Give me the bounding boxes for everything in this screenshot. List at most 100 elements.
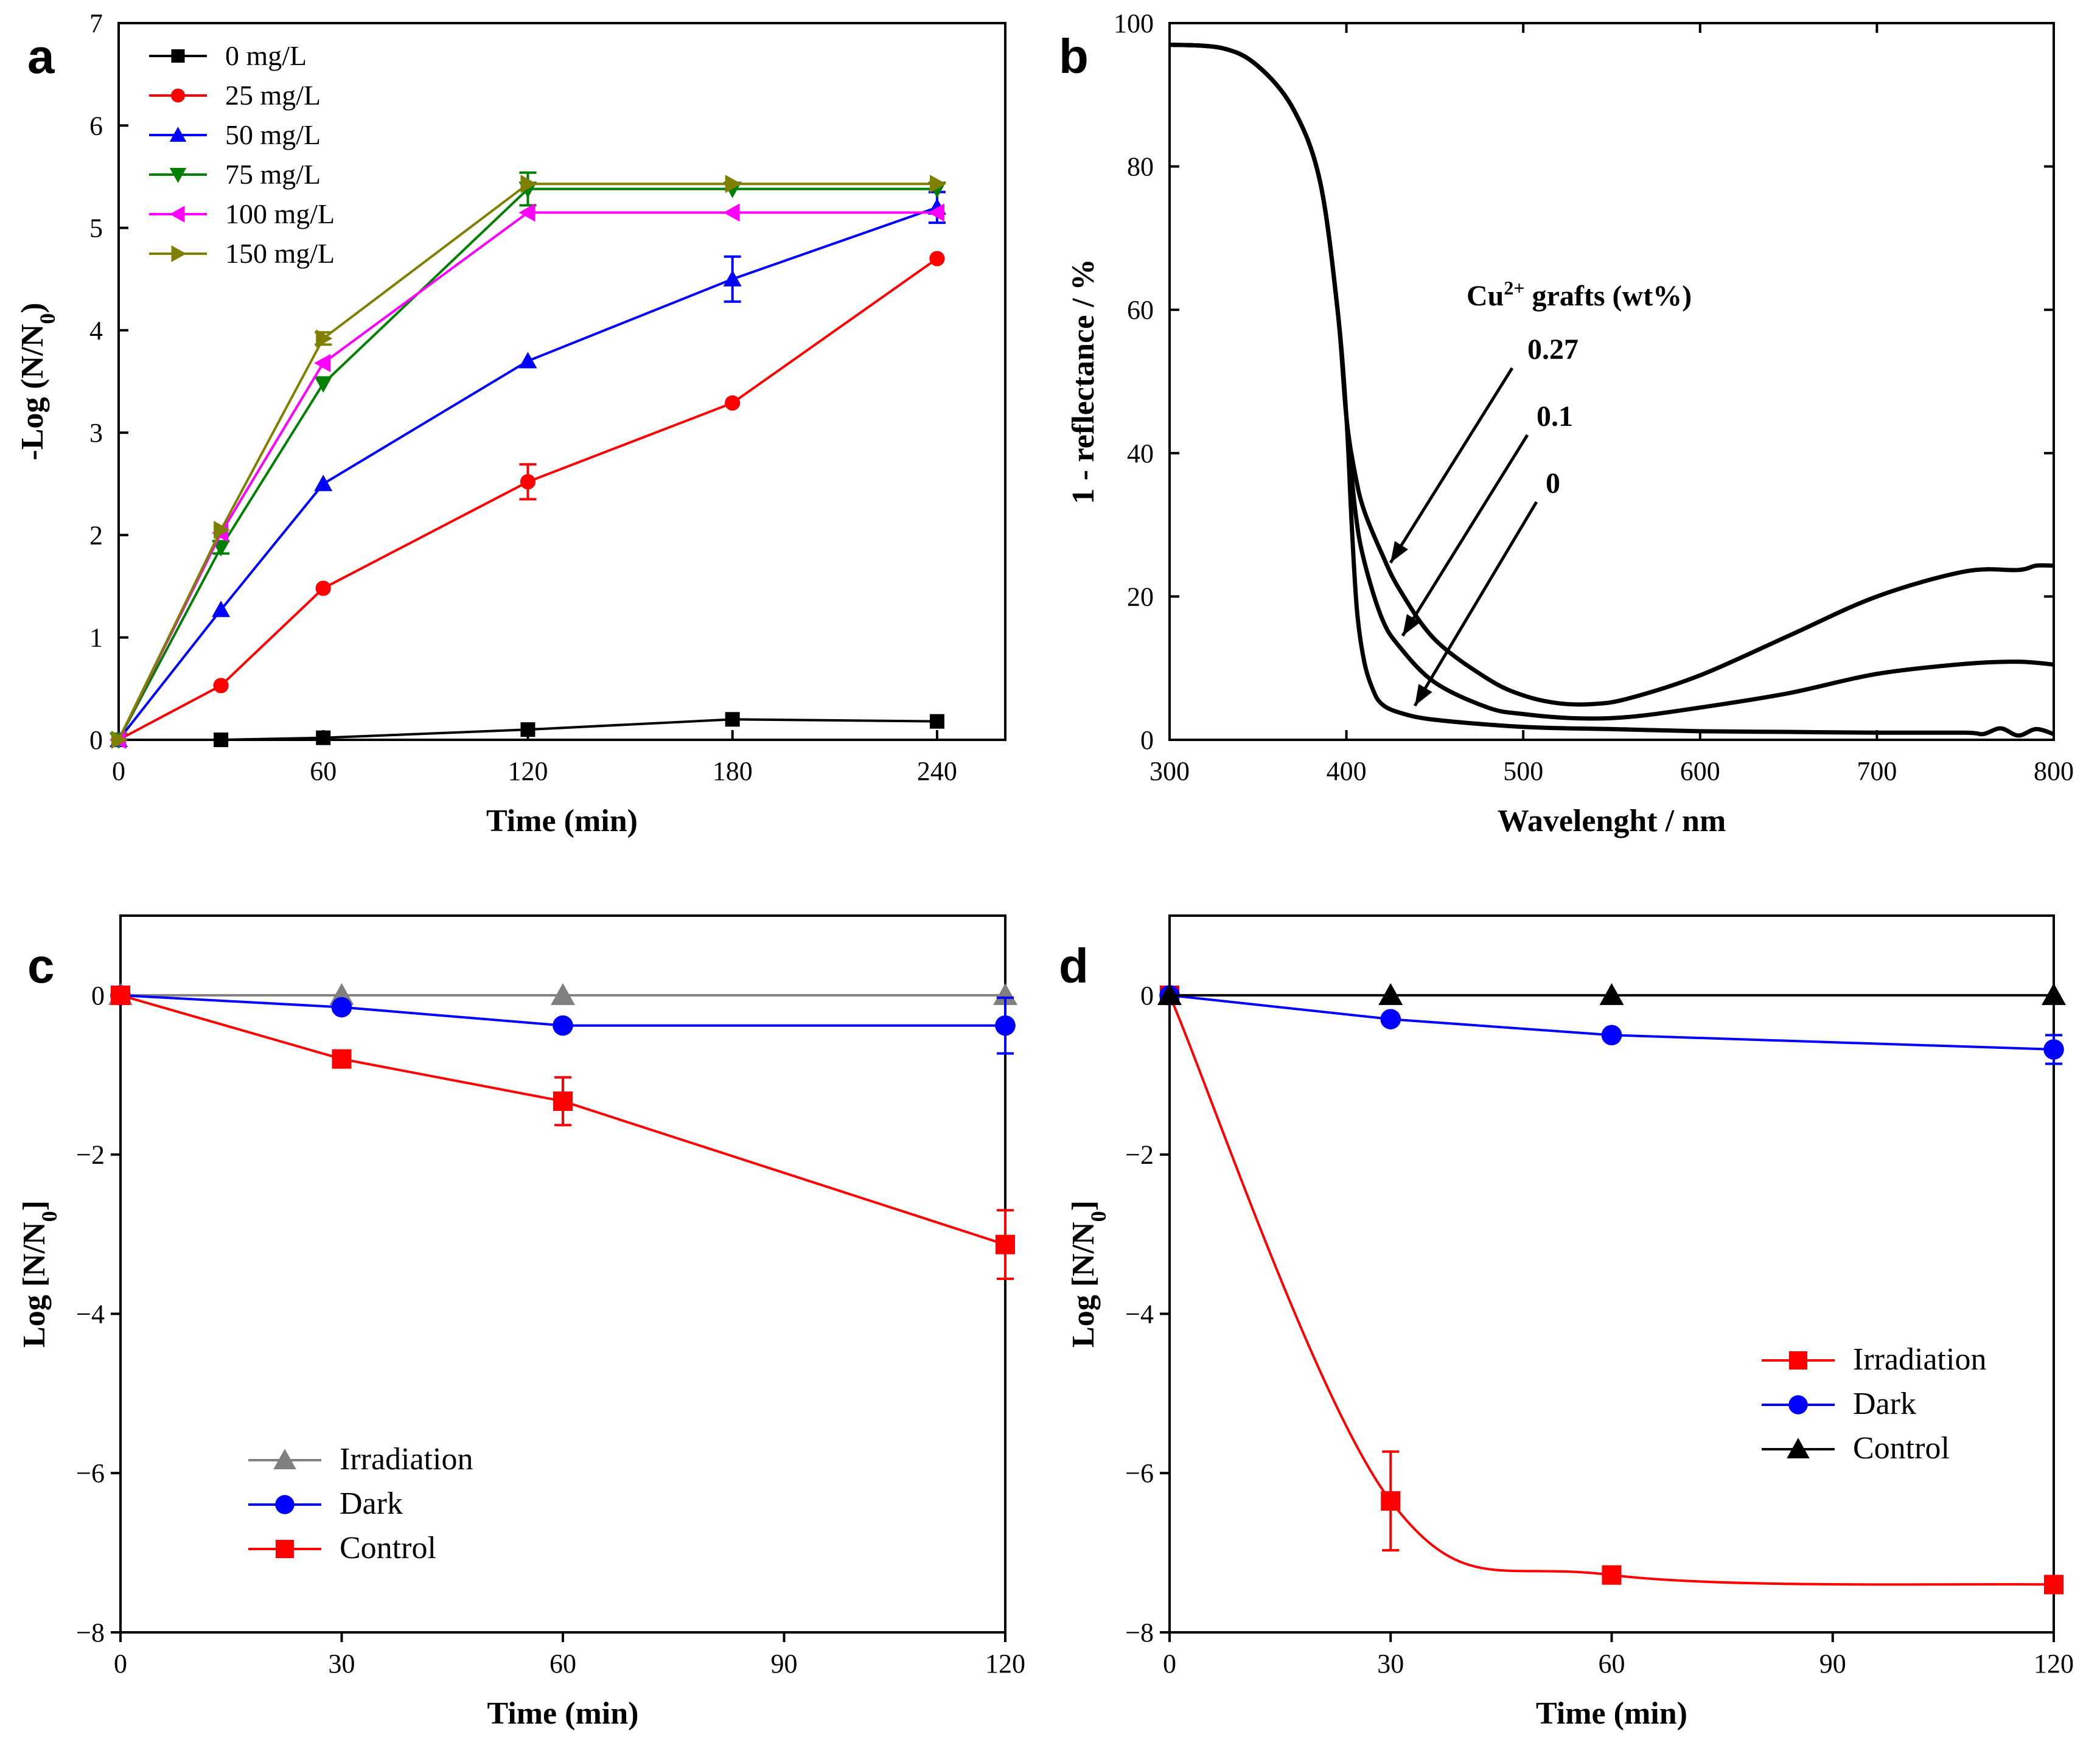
legend-marker [169, 127, 187, 142]
y-tick-label: 7 [89, 9, 103, 38]
legend-label: 75 mg/L [225, 159, 321, 190]
y-axis-title-sub: 0 [35, 313, 60, 324]
data-point [725, 395, 741, 411]
curve-label: 0.1 [1537, 400, 1573, 433]
panel-b: 300 400 500 600 700 800 0 20 40 60 80 100 Wavelenght… [1059, 9, 2074, 838]
data-point [927, 203, 944, 222]
y-tick-label: −2 [76, 1140, 105, 1170]
legend-title: Cu2+ grafts (wt%) [1467, 277, 1692, 312]
y-axis-title: -Log (N/N0) [15, 302, 60, 460]
data-point [723, 203, 740, 222]
data-point [993, 983, 1017, 1005]
series-line-0-mg-L [119, 718, 937, 741]
legend-marker [1789, 1351, 1807, 1370]
x-axis-title: Time (min) [1536, 1696, 1687, 1731]
data-point [111, 985, 130, 1005]
panel-label: a [27, 29, 55, 83]
x-tick-label: 0 [112, 756, 125, 786]
x-tick-label: 60 [1599, 1649, 1625, 1679]
y-tick-label: 3 [89, 418, 103, 448]
x-tick-label: 90 [1819, 1649, 1846, 1679]
y-tick-label: −2 [1125, 1140, 1154, 1170]
data-point [1601, 1025, 1622, 1046]
legend-label: 150 mg/L [225, 238, 335, 269]
y-tick-label: 60 [1127, 295, 1154, 325]
data-point [551, 983, 575, 1005]
x-tick-label: 180 [713, 756, 753, 786]
legend-marker [171, 245, 187, 262]
y-tick-label: −8 [1125, 1618, 1154, 1648]
legend-label: Irradiation [1853, 1342, 1986, 1377]
annotation-arrow [1401, 434, 1529, 637]
y-axis-title: Log [N/N0] [1066, 1200, 1111, 1348]
x-tick-label: 700 [1857, 756, 1897, 786]
data-point [518, 203, 535, 222]
data-point [316, 730, 331, 745]
y-tick-label: 20 [1127, 582, 1154, 611]
data-point [314, 376, 333, 393]
data-point [1381, 1491, 1401, 1511]
x-axis-title: Time (min) [487, 1696, 639, 1731]
series-line-Control [120, 994, 1006, 1246]
legend-label: Control [340, 1531, 436, 1565]
legend-marker [275, 1495, 295, 1514]
data-point [111, 731, 128, 749]
data-point [2043, 1039, 2064, 1060]
legend-label: Dark [340, 1486, 403, 1521]
plot-frame [1168, 914, 2055, 1634]
y-tick-label: 100 [1114, 9, 1154, 38]
y-tick-label: −6 [1125, 1458, 1154, 1488]
plot-frame [1168, 22, 2055, 741]
x-tick-label: 600 [1680, 756, 1720, 786]
data-point [2044, 1575, 2063, 1595]
legend-title-sup: 2+ [1504, 277, 1524, 299]
panel-label: d [1059, 939, 1089, 993]
x-tick-label: 400 [1327, 756, 1367, 786]
data-point [929, 175, 946, 193]
data-point [1380, 1009, 1401, 1029]
y-tick-label: 0 [1140, 725, 1154, 755]
legend-label: Irradiation [340, 1442, 473, 1477]
series-line-Dark [120, 994, 1005, 1027]
series-line-50-mg-L [117, 206, 938, 741]
y-axis-title-end: ) [15, 302, 50, 313]
curve-label: 0.27 [1527, 333, 1578, 366]
series-line-Dark [1169, 994, 2054, 1051]
y-axis-title-sub: 0 [37, 1211, 61, 1222]
x-tick-label: 30 [1377, 1649, 1404, 1679]
y-axis-title-main: 1 - reflectance / % [1066, 259, 1101, 504]
data-point [332, 1049, 352, 1069]
y-axis-title: Log [N/N0] [17, 1200, 61, 1348]
legend-label: 50 mg/L [225, 119, 321, 150]
legend-title-main: Cu [1467, 280, 1504, 312]
x-axis-title: Time (min) [486, 804, 638, 838]
legend-marker [276, 1540, 294, 1558]
data-point [553, 1091, 573, 1111]
data-point [314, 353, 331, 372]
data-point [996, 1234, 1015, 1255]
y-tick-label: 0 [91, 981, 105, 1011]
y-axis-title-sub: 0 [1086, 1211, 1111, 1222]
spectrum-curve-0 [1169, 42, 2055, 738]
y-tick-label: 6 [89, 111, 103, 141]
y-axis-title-main: Log [N/N [17, 1222, 52, 1348]
legend-marker [169, 206, 185, 223]
x-tick-label: 30 [329, 1649, 355, 1679]
x-tick-label: 90 [771, 1649, 798, 1679]
arrow-head [1390, 541, 1409, 563]
data-point [2042, 983, 2066, 1005]
series-line-Irradiation [1168, 995, 2054, 1586]
y-tick-label: −8 [76, 1618, 105, 1648]
data-point [520, 474, 536, 490]
data-point [520, 175, 537, 193]
data-point [214, 521, 231, 540]
x-tick-label: 300 [1149, 756, 1190, 786]
y-tick-label: 1 [89, 623, 103, 653]
y-tick-label: 4 [89, 316, 103, 346]
x-tick-label: 240 [917, 756, 957, 786]
data-point [212, 600, 231, 618]
legend-label: Dark [1853, 1387, 1916, 1421]
legend-marker [1787, 1438, 1810, 1458]
data-point [553, 1015, 573, 1036]
